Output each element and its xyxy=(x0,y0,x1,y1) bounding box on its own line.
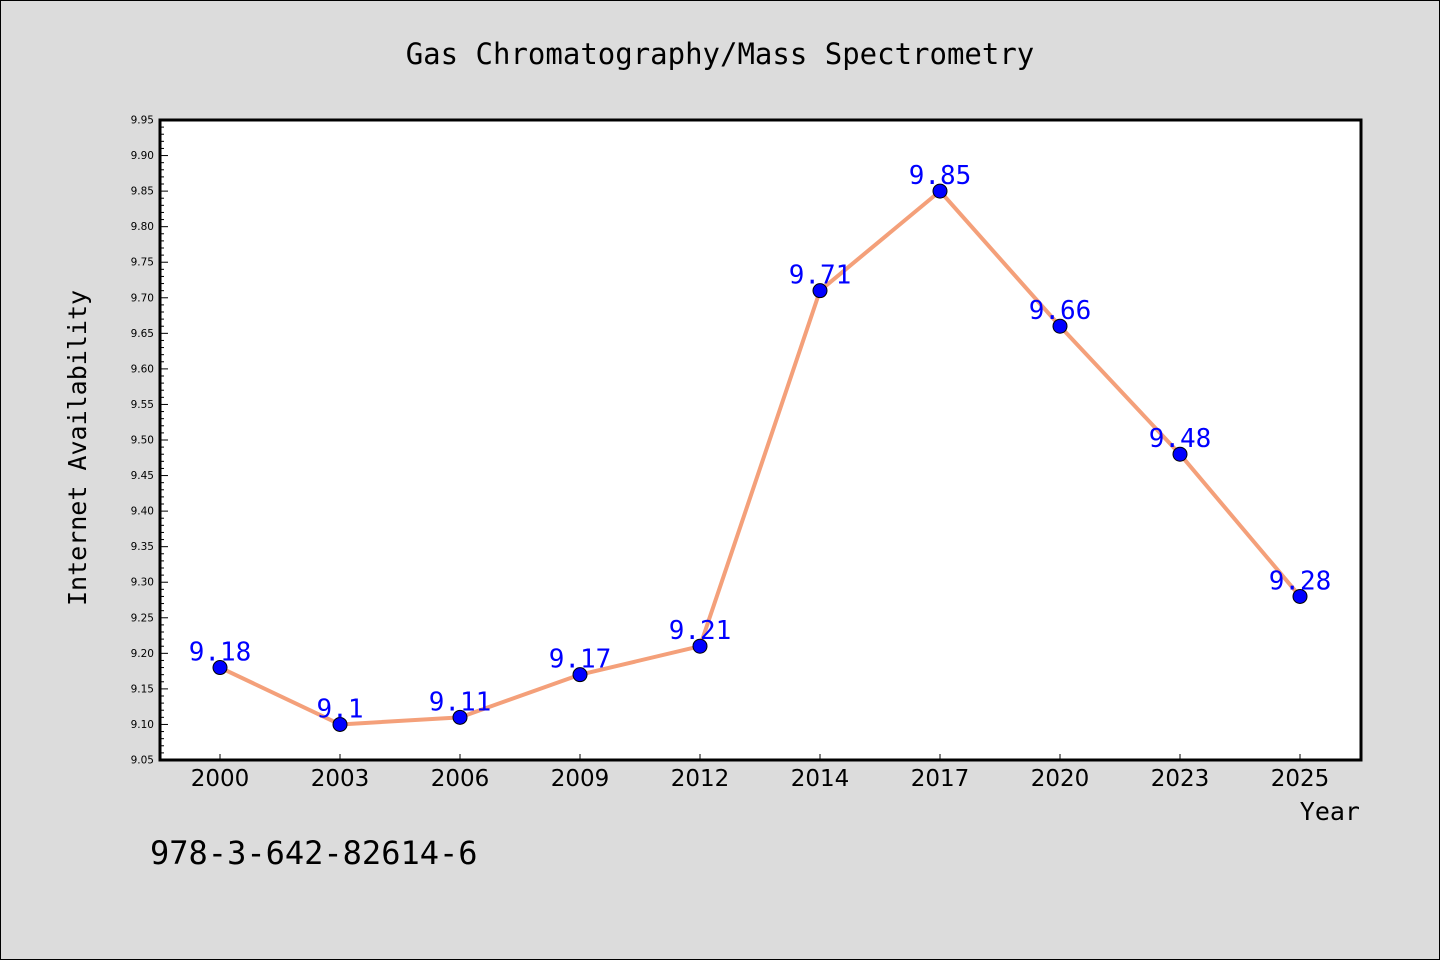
data-label: 9.85 xyxy=(909,161,972,191)
y-tick-label: 9.95 xyxy=(131,115,154,127)
data-label: 9.21 xyxy=(669,616,732,646)
data-label: 9.71 xyxy=(789,261,852,291)
y-tick-label: 9.60 xyxy=(131,363,154,375)
data-label: 9.28 xyxy=(1269,566,1332,596)
data-point xyxy=(452,709,468,725)
data-labels: 9.18 9.1 9.11 9.17 9.21 9.71 9.85 9.66 9.48 9.28 xyxy=(189,161,1332,724)
y-tick-label: 9.10 xyxy=(131,719,154,731)
data-label: 9.1 xyxy=(317,694,364,724)
y-axis-label: Internet Availability xyxy=(63,290,92,606)
y-tick-label: 9.40 xyxy=(131,506,154,518)
data-point xyxy=(212,660,228,676)
x-tick-label: 2020 xyxy=(1031,766,1090,792)
series-line xyxy=(219,189,1302,727)
x-tick-label: 2012 xyxy=(671,766,730,792)
y-tick-label: 9.45 xyxy=(131,470,154,482)
figure-id: 978-3-642-82614-6 xyxy=(150,834,478,872)
series-markers xyxy=(212,183,1308,732)
x-tick-label: 2000 xyxy=(191,766,250,792)
y-tick-label: 9.05 xyxy=(131,755,154,767)
y-tick-label: 9.50 xyxy=(131,435,154,447)
x-tick-label: 2025 xyxy=(1271,766,1330,792)
data-label: 9.18 xyxy=(189,638,252,668)
chart-title: Gas Chromatography/Mass Spectrometry xyxy=(406,37,1035,71)
y-tick-label: 9.25 xyxy=(131,612,154,624)
y-tick-label: 9.30 xyxy=(131,577,154,589)
data-point xyxy=(1052,318,1068,334)
y-tick-label: 9.35 xyxy=(131,541,154,553)
data-label: 9.17 xyxy=(549,645,612,675)
x-tick-label: 2023 xyxy=(1151,766,1210,792)
y-tick-label: 9.85 xyxy=(131,186,154,198)
data-point xyxy=(932,183,948,199)
x-axis: 2000 2003 2006 2009 2012 2014 2017 2020 2023 2025 xyxy=(191,754,1330,792)
x-tick-label: 2014 xyxy=(791,766,850,792)
data-label: 9.11 xyxy=(429,687,492,717)
x-tick-label: 2006 xyxy=(431,766,490,792)
data-point xyxy=(812,283,828,299)
data-point xyxy=(692,638,708,654)
y-tick-label: 9.90 xyxy=(131,150,154,162)
y-tick-label: 9.80 xyxy=(131,221,154,233)
plot-area xyxy=(158,118,1363,762)
x-axis-label: Year xyxy=(1300,797,1360,826)
x-tick-label: 2003 xyxy=(311,766,370,792)
data-point xyxy=(332,716,348,732)
y-tick-label: 9.15 xyxy=(131,683,154,695)
x-tick-label: 2009 xyxy=(551,766,610,792)
data-point xyxy=(1172,446,1188,462)
data-label: 9.48 xyxy=(1149,424,1212,454)
y-tick-label: 9.75 xyxy=(131,257,154,269)
data-label: 9.66 xyxy=(1029,296,1092,326)
data-point xyxy=(572,667,588,683)
y-tick-label: 9.65 xyxy=(131,328,154,340)
x-tick-label: 2017 xyxy=(911,766,970,792)
y-tick-label: 9.55 xyxy=(131,399,154,411)
data-point xyxy=(1292,588,1308,604)
y-tick-label: 9.70 xyxy=(131,292,154,304)
y-axis: 9.05 9.10 9.15 9.20 9.25 9.30 9.35 9.40 9.45 9.50… xyxy=(131,115,168,767)
y-tick-label: 9.20 xyxy=(131,648,154,660)
